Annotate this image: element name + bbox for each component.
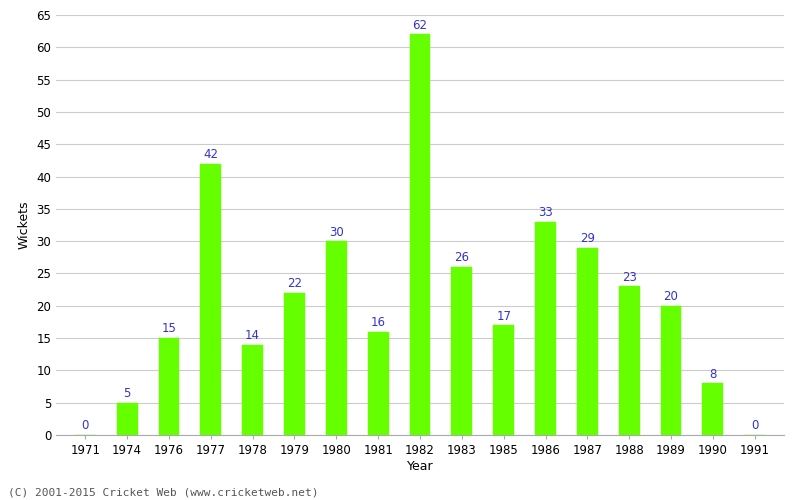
Text: 0: 0 [82,420,89,432]
Bar [702,384,723,435]
Text: 23: 23 [622,271,637,284]
Bar [494,325,514,435]
Text: 30: 30 [329,226,344,238]
Bar [117,402,138,435]
Text: 17: 17 [496,310,511,322]
Text: 16: 16 [370,316,386,329]
Bar [535,222,556,435]
Bar [410,34,430,435]
Bar [451,267,472,435]
Text: 0: 0 [751,420,758,432]
Bar [618,286,640,435]
Bar [326,241,346,435]
Bar [368,332,389,435]
Text: 14: 14 [245,329,260,342]
Text: 62: 62 [413,19,427,32]
Bar [242,344,263,435]
Text: 20: 20 [663,290,678,303]
Text: 8: 8 [709,368,717,380]
Text: 33: 33 [538,206,553,219]
Y-axis label: Wickets: Wickets [18,200,30,249]
Bar [577,248,598,435]
Text: 5: 5 [123,387,131,400]
Text: 42: 42 [203,148,218,161]
Text: 15: 15 [162,322,177,336]
Bar [661,306,682,435]
Bar [200,164,222,435]
Bar [284,293,305,435]
Bar [158,338,179,435]
Text: 26: 26 [454,252,470,264]
Text: 22: 22 [287,278,302,290]
Text: (C) 2001-2015 Cricket Web (www.cricketweb.net): (C) 2001-2015 Cricket Web (www.cricketwe… [8,488,318,498]
Text: 29: 29 [580,232,595,245]
X-axis label: Year: Year [406,460,434,473]
